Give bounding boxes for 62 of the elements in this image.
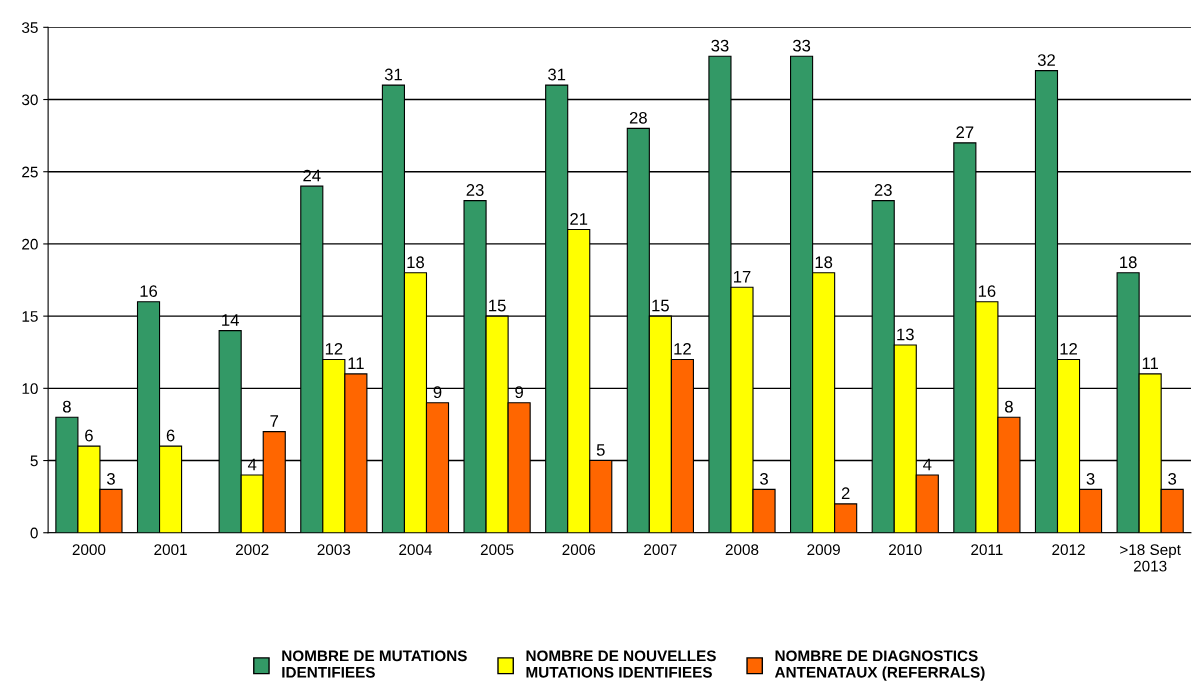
x-tick-label: 2001 <box>154 544 187 556</box>
x-tick-label: 2000 <box>72 544 106 556</box>
data-label: 15 <box>489 299 506 312</box>
data-label: 8 <box>62 400 71 413</box>
x-tick-label: 2008 <box>725 544 759 556</box>
y-tick-label: 20 <box>22 238 38 250</box>
data-label: 16 <box>978 285 996 298</box>
data-label: 28 <box>629 111 647 124</box>
data-label: 12 <box>325 342 343 355</box>
x-tick-label: 2003 <box>317 544 351 556</box>
data-label: 7 <box>270 415 279 427</box>
data-label: 11 <box>1142 357 1158 370</box>
data-label: 18 <box>407 256 425 269</box>
data-label: 15 <box>652 299 669 312</box>
data-label: 11 <box>348 357 364 370</box>
x-tick-label: 2005 <box>480 544 514 556</box>
legend-label: NOMBRE DE NOUVELLES MUTATIONS IDENTIFIEES <box>526 650 716 678</box>
data-label: 16 <box>140 285 158 298</box>
data-label: 2 <box>841 487 850 500</box>
x-tick-label: 2010 <box>889 544 922 556</box>
data-label: 3 <box>1086 472 1095 485</box>
y-tick-label: 15 <box>22 311 38 322</box>
data-label: 9 <box>515 386 523 399</box>
data-label: 27 <box>956 126 974 138</box>
data-label: 21 <box>570 213 588 225</box>
data-label: 18 <box>1120 256 1137 269</box>
x-tick-label: 2007 <box>644 544 677 556</box>
x-tick-label: >18 Sept 2013 <box>1120 544 1181 572</box>
y-tick-label: 5 <box>30 455 38 467</box>
data-label: 33 <box>711 39 729 52</box>
data-label: 6 <box>85 429 93 442</box>
y-tick-label: 0 <box>30 527 38 539</box>
data-label: 32 <box>1037 54 1055 66</box>
data-label: 12 <box>674 342 691 355</box>
y-tick-label: 35 <box>21 22 38 34</box>
data-label: 13 <box>897 328 914 341</box>
y-tick-label: 10 <box>22 383 38 395</box>
y-tick-label: 30 <box>21 94 38 106</box>
legend-label: NOMBRE DE MUTATIONS IDENTIFIEES <box>282 650 467 678</box>
data-label: 18 <box>815 256 833 269</box>
x-tick-label: 2004 <box>399 544 433 556</box>
legend-label: NOMBRE DE DIAGNOSTICS ANTENATAUX (REFERRALS) <box>774 650 985 681</box>
x-tick-label: 2006 <box>562 544 596 556</box>
data-label: 3 <box>1168 472 1177 485</box>
x-tick-label: 2002 <box>235 544 269 556</box>
data-label: 17 <box>734 270 751 283</box>
x-tick-label: 2009 <box>807 544 840 556</box>
x-tick-label: 2012 <box>1052 544 1085 556</box>
data-label: 6 <box>166 429 175 442</box>
data-label: 23 <box>466 184 484 196</box>
y-tick-label: 25 <box>22 166 38 178</box>
data-label: 33 <box>792 39 811 52</box>
data-label: 12 <box>1060 342 1077 355</box>
data-label: 8 <box>1005 400 1013 413</box>
data-label: 14 <box>222 314 239 326</box>
x-tick-label: 2011 <box>971 544 1003 556</box>
data-label: 23 <box>874 184 892 196</box>
data-label: 3 <box>760 472 768 485</box>
data-label: 31 <box>548 68 566 81</box>
data-label: 5 <box>596 444 605 456</box>
data-label: 31 <box>384 68 402 81</box>
data-label: 3 <box>106 472 115 485</box>
